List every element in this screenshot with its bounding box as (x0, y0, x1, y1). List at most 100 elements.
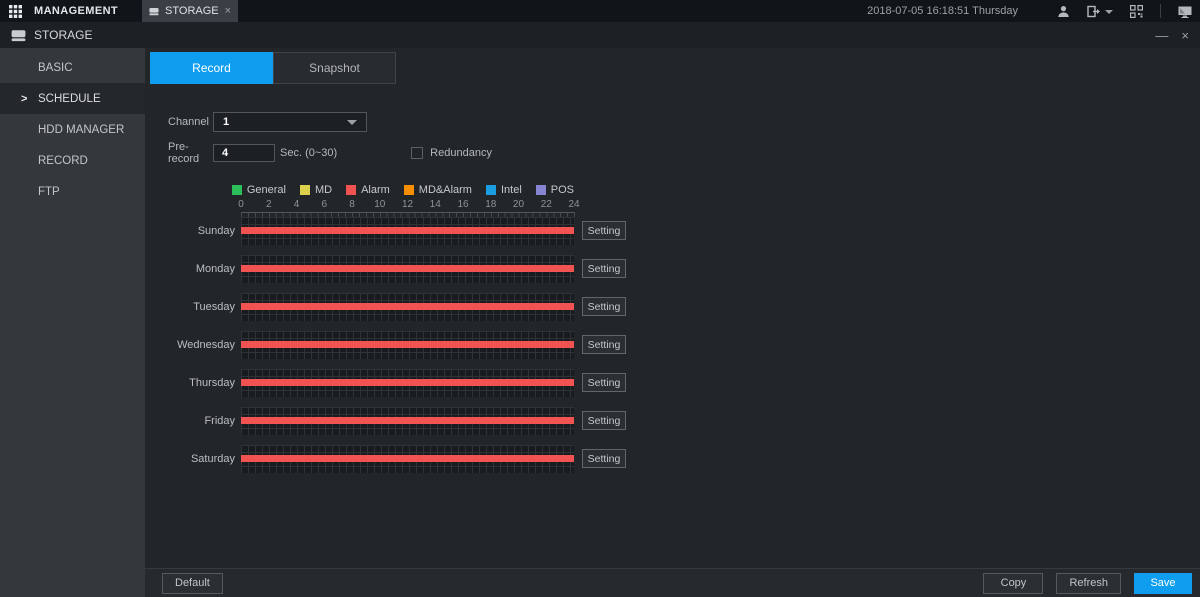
day-label: Friday (168, 407, 241, 435)
hour-tick-label: 4 (294, 199, 300, 210)
schedule-grid-saturday[interactable] (241, 445, 574, 473)
schedule-row-wednesday: Wednesday Setting (168, 331, 1200, 369)
setting-button-wednesday[interactable]: Setting (582, 335, 626, 354)
schedule-grid-monday[interactable] (241, 255, 574, 283)
record-bar[interactable] (241, 303, 574, 310)
redundancy-checkbox[interactable] (411, 147, 423, 159)
setting-button-thursday[interactable]: Setting (582, 373, 626, 392)
schedule-grid-sunday[interactable] (241, 217, 574, 245)
legend-label: POS (551, 184, 574, 196)
record-bar[interactable] (241, 455, 574, 462)
copy-button[interactable]: Copy (983, 573, 1043, 594)
minimize-icon[interactable]: — (1155, 29, 1168, 42)
sidebar-item-label: FTP (38, 186, 60, 198)
hour-tick-label: 20 (513, 199, 524, 210)
legend-item-md: MD (300, 184, 332, 196)
setting-button-tuesday[interactable]: Setting (582, 297, 626, 316)
logout-button[interactable] (1087, 5, 1113, 18)
user-account-button[interactable] (1057, 5, 1070, 18)
hour-tick-label: 12 (402, 199, 413, 210)
legend-item-general: General (232, 184, 286, 196)
hour-tick-label: 14 (430, 199, 441, 210)
window-title-bar: STORAGE — × (0, 22, 1200, 48)
hour-tick-label: 10 (374, 199, 385, 210)
pos-swatch-icon (536, 185, 546, 195)
record-bar[interactable] (241, 417, 574, 424)
sidebar-item-hdd-manager[interactable]: > HDD MANAGER (0, 114, 145, 145)
save-button[interactable]: Save (1134, 573, 1192, 594)
schedule-grid-wednesday[interactable] (241, 331, 574, 359)
close-tab-icon[interactable]: × (225, 6, 231, 17)
qr-code-button[interactable] (1130, 5, 1143, 18)
hour-ruler: 0 2 4 6 8 10 12 14 16 18 20 22 24 (241, 199, 574, 212)
setting-button-friday[interactable]: Setting (582, 411, 626, 430)
footer-bar: Default Copy Refresh Save (145, 568, 1200, 597)
chevron-down-icon (1105, 10, 1113, 14)
alarm-swatch-icon (346, 185, 356, 195)
hour-tick-label: 24 (568, 199, 579, 210)
channel-label: Channel (168, 116, 213, 128)
sidebar-item-record[interactable]: > RECORD (0, 145, 145, 176)
md-swatch-icon (300, 185, 310, 195)
general-swatch-icon (232, 185, 242, 195)
record-bar[interactable] (241, 341, 574, 348)
hour-tick-label: 8 (349, 199, 355, 210)
sidebar-item-basic[interactable]: > BASIC (0, 52, 145, 83)
grid-icon (9, 5, 22, 18)
schedule-row-sunday: Sunday Setting (168, 217, 1200, 255)
close-icon[interactable]: × (1181, 29, 1189, 42)
schedule-grid-tuesday[interactable] (241, 293, 574, 321)
setting-button-sunday[interactable]: Setting (582, 221, 626, 240)
apps-menu-button[interactable] (0, 0, 30, 22)
day-label: Sunday (168, 217, 241, 245)
day-label: Monday (168, 255, 241, 283)
record-bar[interactable] (241, 265, 574, 272)
intel-swatch-icon (486, 185, 496, 195)
schedule-grid-friday[interactable] (241, 407, 574, 435)
setting-button-saturday[interactable]: Setting (582, 449, 626, 468)
channel-select[interactable]: 1 (213, 112, 367, 132)
schedule-row-friday: Friday Setting (168, 407, 1200, 445)
tab-snapshot[interactable]: Snapshot (273, 52, 396, 84)
chevron-right-icon: > (21, 93, 27, 105)
setting-button-monday[interactable]: Setting (582, 259, 626, 278)
tab-management[interactable]: MANAGEMENT (30, 0, 142, 22)
refresh-button[interactable]: Refresh (1056, 573, 1121, 594)
schedule-row-monday: Monday Setting (168, 255, 1200, 293)
sidebar-item-ftp[interactable]: > FTP (0, 176, 145, 207)
legend-label: General (247, 184, 286, 196)
top-bar: MANAGEMENT STORAGE × 2018-07-05 16:18:51… (0, 0, 1200, 22)
prerecord-unit-label: Sec. (0~30) (280, 147, 337, 159)
record-bar[interactable] (241, 379, 574, 386)
record-bar[interactable] (241, 227, 574, 234)
sidebar-item-label: SCHEDULE (38, 93, 101, 105)
schedule-row-tuesday: Tuesday Setting (168, 293, 1200, 331)
toolbar-separator (1160, 4, 1161, 18)
prerecord-input[interactable] (213, 144, 275, 162)
redundancy-label: Redundancy (430, 147, 492, 159)
local-display-button[interactable] (1178, 5, 1192, 18)
qr-code-icon (1130, 5, 1143, 18)
day-label: Wednesday (168, 331, 241, 359)
legend-item-alarm: Alarm (346, 184, 390, 196)
channel-selected-value: 1 (223, 116, 229, 128)
user-icon (1057, 5, 1070, 18)
legend-item-md-alarm: MD&Alarm (404, 184, 472, 196)
tab-storage[interactable]: STORAGE × (142, 0, 238, 22)
schedule-days: Sunday Setting Monday Setting Tuesday (168, 217, 1200, 483)
default-button[interactable]: Default (162, 573, 223, 594)
logout-icon (1087, 5, 1101, 18)
schedule-grid-thursday[interactable] (241, 369, 574, 397)
storage-drive-icon (149, 6, 159, 17)
hour-tick-label: 22 (541, 199, 552, 210)
storage-tab-label: STORAGE (165, 5, 219, 17)
schedule-row-thursday: Thursday Setting (168, 369, 1200, 407)
tab-record[interactable]: Record (150, 52, 273, 84)
record-snapshot-tabs: Record Snapshot (150, 52, 1200, 84)
hour-tick-label: 16 (457, 199, 468, 210)
legend-label: Alarm (361, 184, 390, 196)
hour-tick-label: 0 (238, 199, 244, 210)
window-title: STORAGE (34, 28, 92, 42)
hour-tick-label: 2 (266, 199, 272, 210)
sidebar-item-schedule[interactable]: > SCHEDULE (0, 83, 145, 114)
